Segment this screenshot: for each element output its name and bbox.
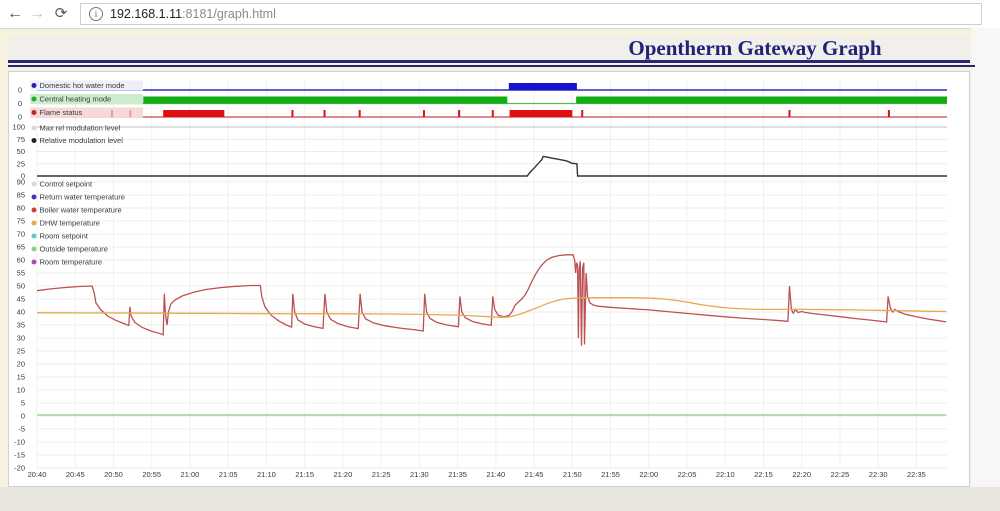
- svg-text:35: 35: [17, 321, 25, 330]
- svg-text:20:40: 20:40: [28, 470, 47, 479]
- page-header: Opentherm Gateway Graph: [8, 36, 970, 60]
- svg-text:22:30: 22:30: [869, 470, 888, 479]
- svg-text:Outside temperature: Outside temperature: [40, 245, 108, 254]
- svg-text:Flame status: Flame status: [40, 108, 83, 117]
- header-rule-top: [8, 60, 970, 63]
- header-rule-bottom: [8, 65, 975, 67]
- svg-text:50: 50: [17, 282, 25, 291]
- modulation-chart: 100 75 50 25 0 Max rel modulation level Relati…: [12, 123, 947, 181]
- svg-text:0: 0: [21, 412, 25, 421]
- svg-text:21:35: 21:35: [448, 470, 467, 479]
- svg-text:20: 20: [17, 360, 25, 369]
- svg-text:21:05: 21:05: [219, 470, 238, 479]
- svg-text:DHW temperature: DHW temperature: [40, 219, 100, 228]
- gateway-graph-canvas: 20:40 20:45 20:50 20:55 21:00 21:05 21:10 21:15…: [12, 80, 948, 479]
- svg-text:22:35: 22:35: [907, 470, 926, 479]
- x-axis-labels: 20:40 20:45 20:50 20:55 21:00 21:05 21:10 21:15…: [28, 470, 926, 479]
- svg-text:-5: -5: [18, 425, 25, 434]
- strip-dhw-mode: Domestic hot water mode 0: [18, 80, 947, 95]
- svg-text:50: 50: [17, 147, 25, 156]
- back-button[interactable]: ←: [7, 5, 23, 22]
- svg-text:21:55: 21:55: [601, 470, 620, 479]
- svg-text:Domestic hot water mode: Domestic hot water mode: [40, 81, 125, 90]
- svg-text:0: 0: [18, 86, 22, 95]
- svg-text:0: 0: [18, 113, 22, 122]
- svg-text:0: 0: [18, 99, 22, 108]
- svg-text:Max rel modulation level: Max rel modulation level: [40, 124, 121, 133]
- grid-lines: [36, 80, 947, 469]
- svg-text:-15: -15: [14, 451, 25, 460]
- page-info-icon[interactable]: i: [89, 7, 103, 21]
- svg-text:85: 85: [17, 191, 25, 200]
- svg-text:Return water temperature: Return water temperature: [40, 193, 125, 202]
- svg-text:Central heating mode: Central heating mode: [40, 95, 112, 104]
- svg-text:21:00: 21:00: [181, 470, 200, 479]
- address-bar[interactable]: i 192.168.1.11:8181/graph.html: [80, 3, 982, 25]
- svg-text:Room temperature: Room temperature: [40, 258, 103, 267]
- svg-text:22:20: 22:20: [792, 470, 811, 479]
- strip-ch-mode: Central heating mode 0: [18, 94, 948, 108]
- svg-text:80: 80: [17, 204, 25, 213]
- svg-text:15: 15: [17, 373, 25, 382]
- gateway-graph-panel: 20:40 20:45 20:50 20:55 21:00 21:05 21:10 21:15…: [8, 71, 970, 487]
- page-title: Opentherm Gateway Graph: [628, 36, 882, 60]
- svg-text:10: 10: [17, 386, 25, 395]
- svg-text:75: 75: [17, 217, 25, 226]
- svg-text:21:20: 21:20: [333, 470, 352, 479]
- svg-text:-10: -10: [14, 438, 25, 447]
- svg-text:Room setpoint: Room setpoint: [40, 232, 89, 241]
- svg-text:22:10: 22:10: [716, 470, 735, 479]
- svg-text:0: 0: [21, 172, 25, 181]
- svg-text:22:15: 22:15: [754, 470, 773, 479]
- svg-text:22:05: 22:05: [678, 470, 697, 479]
- svg-text:20:45: 20:45: [66, 470, 85, 479]
- reload-icon[interactable]: ⟳: [54, 5, 68, 22]
- forward-button[interactable]: →: [29, 5, 45, 22]
- svg-text:21:50: 21:50: [563, 470, 582, 479]
- svg-text:45: 45: [17, 295, 25, 304]
- svg-text:20:50: 20:50: [104, 470, 123, 479]
- svg-text:75: 75: [17, 135, 25, 144]
- svg-text:21:15: 21:15: [295, 470, 314, 479]
- svg-text:21:25: 21:25: [372, 470, 391, 479]
- browser-toolbar: ← → ⟳ i 192.168.1.11:8181/graph.html: [0, 0, 1000, 29]
- svg-text:21:10: 21:10: [257, 470, 276, 479]
- temperature-chart: 908580757065605550454035302520151050-5-1…: [14, 178, 947, 473]
- svg-text:30: 30: [17, 334, 25, 343]
- svg-text:21:30: 21:30: [410, 470, 429, 479]
- svg-text:22:25: 22:25: [831, 470, 850, 479]
- url-host: 192.168.1.11: [110, 7, 183, 21]
- svg-text:25: 25: [17, 347, 25, 356]
- url-path: :8181/graph.html: [182, 7, 276, 21]
- page-bottom-margin: [0, 487, 1000, 511]
- svg-text:70: 70: [17, 230, 25, 239]
- svg-text:21:45: 21:45: [525, 470, 544, 479]
- svg-text:25: 25: [17, 159, 25, 168]
- svg-text:40: 40: [17, 308, 25, 317]
- svg-text:Boiler water temperature: Boiler water temperature: [40, 206, 122, 215]
- svg-text:65: 65: [17, 243, 25, 252]
- svg-text:60: 60: [17, 256, 25, 265]
- page-right-margin: [971, 28, 1000, 487]
- svg-text:21:40: 21:40: [486, 470, 505, 479]
- svg-text:5: 5: [21, 399, 25, 408]
- svg-text:22:00: 22:00: [639, 470, 658, 479]
- svg-text:55: 55: [17, 269, 25, 278]
- svg-text:90: 90: [17, 178, 25, 187]
- svg-text:Control setpoint: Control setpoint: [40, 180, 93, 189]
- svg-text:100: 100: [12, 123, 25, 132]
- svg-text:Relative modulation level: Relative modulation level: [40, 136, 124, 145]
- svg-text:20:55: 20:55: [142, 470, 161, 479]
- svg-text:-20: -20: [14, 464, 25, 473]
- strip-flame-status: Flame status 0: [18, 107, 947, 122]
